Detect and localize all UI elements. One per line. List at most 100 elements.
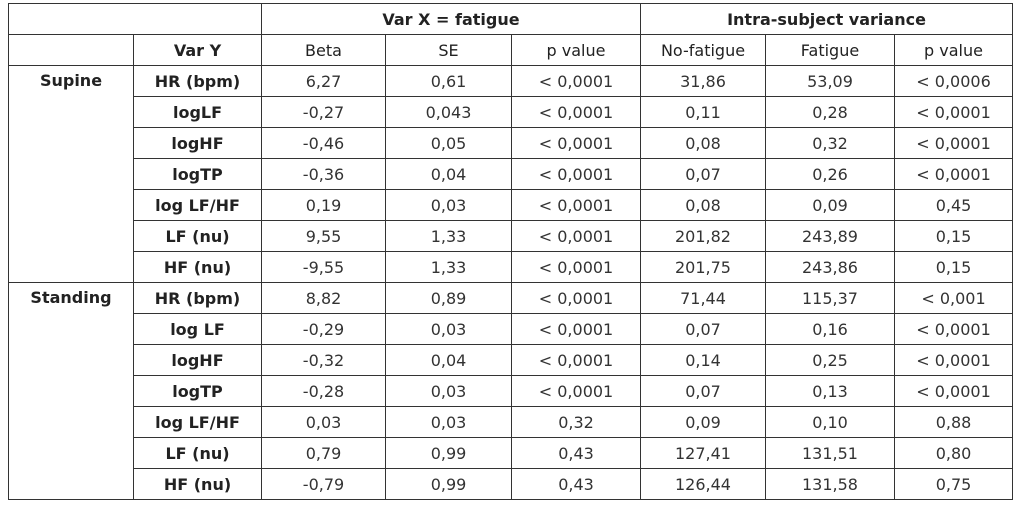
cell: < 0,0001 — [511, 344, 641, 376]
cell: < 0,0001 — [511, 189, 641, 221]
column-header: SE — [385, 34, 512, 66]
column-header: No-fatigue — [640, 34, 766, 66]
cell: < 0,0001 — [511, 96, 641, 128]
cell: < 0,0001 — [893, 158, 1014, 190]
cell: 0,32 — [765, 127, 895, 159]
data-row: logTP -0,36 0,04 < 0,0001 0,07 0,26 < 0,0001 — [9, 158, 1014, 190]
cell: 0,16 — [765, 313, 895, 345]
cell: 0,08 — [640, 127, 766, 159]
column-header: Var Y — [133, 34, 262, 66]
cell: 0,13 — [765, 375, 895, 407]
cell: < 0,0001 — [511, 158, 641, 190]
cell: < 0,0001 — [511, 127, 641, 159]
column-header: Beta — [261, 34, 386, 66]
cell: 71,44 — [640, 282, 766, 314]
cell: 0,15 — [893, 220, 1014, 252]
cell: < 0,0001 — [511, 375, 641, 407]
cell: 201,82 — [640, 220, 766, 252]
row-label: HR (bpm) — [133, 282, 262, 314]
cell: < 0,0001 — [893, 96, 1014, 128]
cell: 243,89 — [765, 220, 895, 252]
cell: 0,28 — [765, 96, 895, 128]
cell: 0,75 — [893, 468, 1014, 500]
cell: 8,82 — [261, 282, 386, 314]
cell: -0,79 — [261, 468, 386, 500]
cell: < 0,001 — [893, 282, 1014, 314]
cell: < 0,0001 — [511, 65, 641, 97]
cell: 0,99 — [385, 468, 512, 500]
cell: -0,36 — [261, 158, 386, 190]
data-row: log LF -0,29 0,03 < 0,0001 0,07 0,16 < 0,0001 — [9, 313, 1014, 345]
cell: 0,26 — [765, 158, 895, 190]
cell: 0,25 — [765, 344, 895, 376]
data-row: Supine HR (bpm) 6,27 0,61 < 0,0001 31,86 53,09… — [8, 65, 1014, 283]
row-label: HR (bpm) — [133, 65, 262, 97]
cell: 1,33 — [385, 220, 512, 252]
data-row: log LF/HF 0,03 0,03 0,32 0,09 0,10 0,88 — [9, 406, 1014, 438]
cell: 0,15 — [893, 251, 1014, 283]
row-label: log LF/HF — [133, 406, 262, 438]
cell: 0,80 — [893, 437, 1014, 469]
data-row: LF (nu) 9,55 1,33 < 0,0001 201,82 243,89 0,15 — [9, 220, 1014, 252]
row-label: LF (nu) — [133, 220, 262, 252]
cell: 243,86 — [765, 251, 895, 283]
cell: 127,41 — [640, 437, 766, 469]
cell: 0,03 — [261, 406, 386, 438]
row-label: logTP — [133, 158, 262, 190]
cell: 0,03 — [385, 406, 512, 438]
cell: 0,07 — [640, 313, 766, 345]
cell: 0,04 — [385, 158, 512, 190]
cell: 0,03 — [385, 189, 512, 221]
row-label: HF (nu) — [133, 251, 262, 283]
cell: 0,03 — [385, 375, 512, 407]
cell: -0,32 — [261, 344, 386, 376]
cell: -9,55 — [261, 251, 386, 283]
row-label: log LF — [133, 313, 262, 345]
header-title: Intra-subject variance — [639, 3, 1014, 35]
group-label: Supine — [8, 65, 134, 283]
cell: 1,33 — [385, 251, 512, 283]
cell: 0,89 — [385, 282, 512, 314]
cell: -0,46 — [261, 127, 386, 159]
cell: -0,28 — [261, 375, 386, 407]
cell: 126,44 — [640, 468, 766, 500]
group-label: Standing — [8, 282, 134, 500]
table-wrap: Var X = fatigue Intra-subject variance V… — [8, 3, 1014, 500]
cell: 0,14 — [640, 344, 766, 376]
data-row: logHF -0,46 0,05 < 0,0001 0,08 0,32 < 0,0001 — [9, 127, 1014, 159]
cell: 201,75 — [640, 251, 766, 283]
cell: 131,51 — [765, 437, 895, 469]
cell: -0,27 — [261, 96, 386, 128]
cell: 0,43 — [511, 437, 641, 469]
row-label: logHF — [133, 344, 262, 376]
data-row: logTP -0,28 0,03 < 0,0001 0,07 0,13 < 0,0001 — [9, 375, 1014, 407]
cell: < 0,0001 — [511, 251, 641, 283]
cell: < 0,0001 — [893, 127, 1014, 159]
data-row: HF (nu) -0,79 0,99 0,43 126,44 131,58 0,75 — [9, 468, 1014, 500]
column-header: Fatigue — [765, 34, 895, 66]
cell: 0,04 — [385, 344, 512, 376]
cell: 131,58 — [765, 468, 895, 500]
row-label: logLF — [133, 96, 262, 128]
cell: < 0,0001 — [511, 282, 641, 314]
cell: 0,10 — [765, 406, 895, 438]
cell: 0,45 — [893, 189, 1014, 221]
cell: 0,32 — [511, 406, 641, 438]
cell: 115,37 — [765, 282, 895, 314]
cell: < 0,0006 — [893, 65, 1014, 97]
cell: 0,09 — [765, 189, 895, 221]
cell: 0,09 — [640, 406, 766, 438]
row-label: log LF/HF — [133, 189, 262, 221]
empty-cell — [8, 3, 262, 35]
cell: < 0,0001 — [511, 313, 641, 345]
cell: 53,09 — [765, 65, 895, 97]
cell: 0,11 — [640, 96, 766, 128]
data-row: log LF/HF 0,19 0,03 < 0,0001 0,08 0,09 0,45 — [9, 189, 1014, 221]
data-row: logLF -0,27 0,043 < 0,0001 0,11 0,28 < 0,0001 — [9, 96, 1014, 128]
results-table: Var X = fatigue Intra-subject variance V… — [8, 3, 1014, 500]
cell: 0,05 — [385, 127, 512, 159]
cell: < 0,0001 — [511, 220, 641, 252]
row-label: logHF — [133, 127, 262, 159]
cell: 0,88 — [893, 406, 1014, 438]
cell: -0,29 — [261, 313, 386, 345]
